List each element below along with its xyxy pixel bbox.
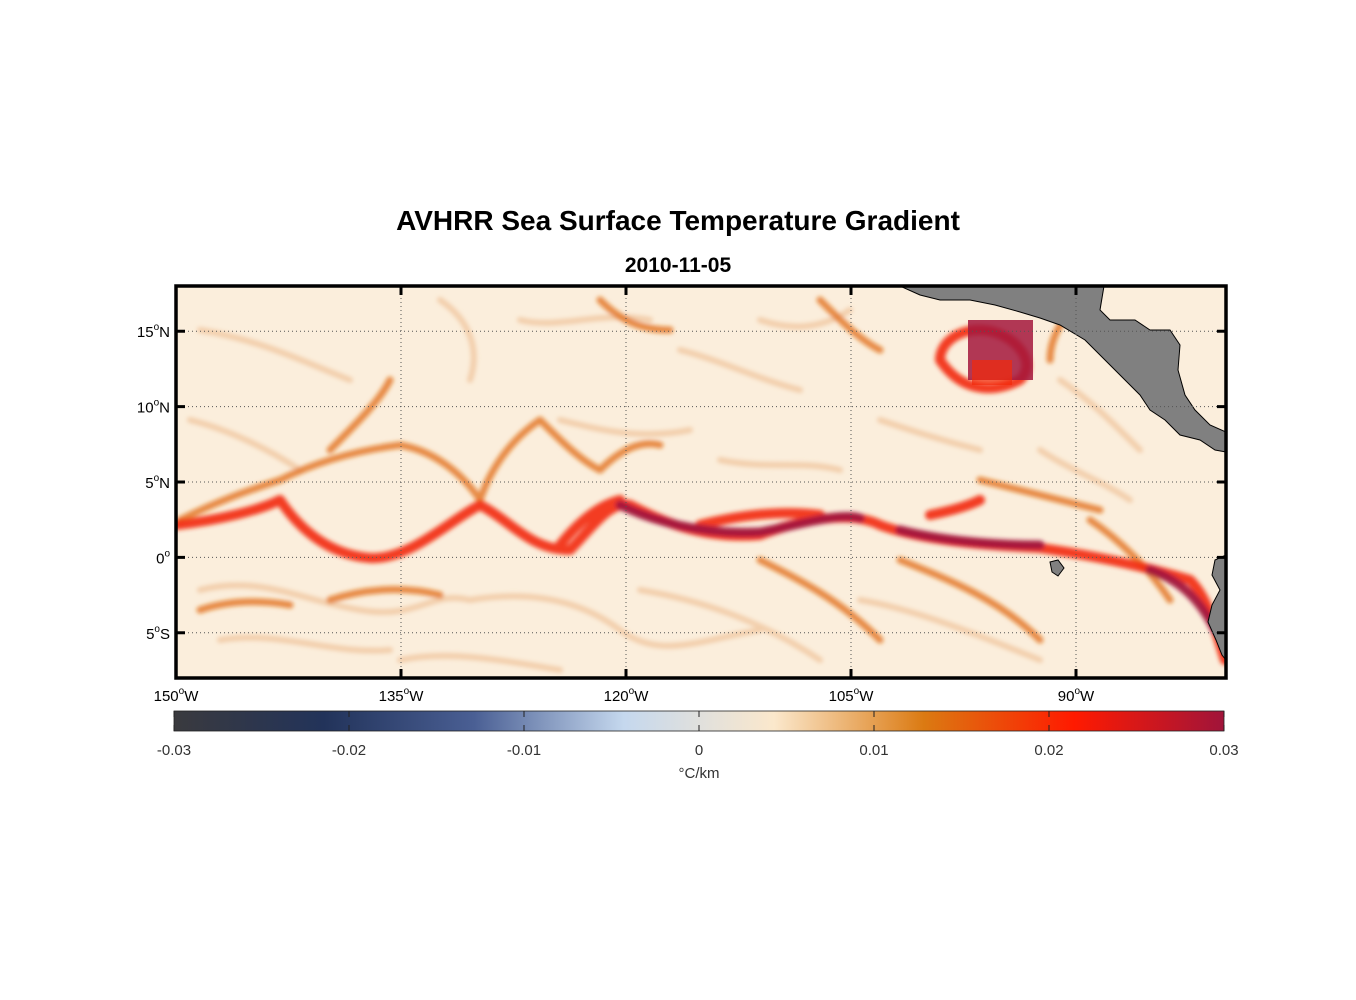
land-central-america: [899, 286, 1226, 453]
strong-patch: [972, 360, 1012, 385]
lat-label: 10oN: [137, 398, 170, 417]
colorbar-ticks: -0.03 -0.02 -0.01 0 0.01 0.02 0.03: [157, 711, 1239, 759]
lon-label: 120oW: [604, 686, 650, 705]
lon-label: 135oW: [379, 686, 425, 705]
colorbar-tick-label: -0.02: [332, 742, 366, 759]
map-subtitle: 2010-11-05: [624, 254, 732, 277]
lon-label: 90oW: [1058, 686, 1095, 705]
longitude-labels: 150oW 135oW 120oW 105oW 90oW: [154, 686, 1095, 705]
land-galapagos: [1049, 559, 1065, 577]
colorbar-tick-label: -0.01: [507, 742, 541, 759]
lon-label: 150oW: [154, 686, 200, 705]
lat-label: 5oN: [145, 473, 170, 492]
lat-label: 15oN: [137, 322, 170, 341]
latitude-labels: 15oN 10oN 5oN 0o 5oS: [137, 322, 171, 643]
colorbar-tick-label: -0.03: [157, 742, 191, 759]
weak-filaments: [187, 297, 1143, 673]
map-frame: [174, 284, 1228, 680]
colorbar-label: °C/km: [679, 765, 720, 782]
graticule: [176, 286, 1226, 678]
colorbar-tick-label: 0.02: [1034, 742, 1063, 759]
lat-label: 5oS: [146, 624, 170, 643]
colorbar-tick-label: 0.01: [859, 742, 888, 759]
lon-label: 105oW: [829, 686, 875, 705]
lat-label: 0o: [156, 548, 170, 567]
map-title: AVHRR Sea Surface Temperature Gradient: [396, 205, 960, 236]
colorbar-tick-label: 0.03: [1209, 742, 1238, 759]
colorbar-tick-label: 0: [695, 742, 703, 759]
